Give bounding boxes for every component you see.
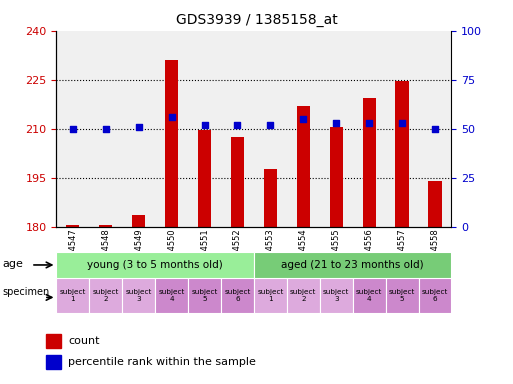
Bar (99, 225, 112, 227)
Bar (419, 278, 451, 313)
Bar (122, 278, 155, 313)
Text: subject
5: subject 5 (389, 289, 415, 302)
Bar (396, 81, 409, 227)
Text: subject
1: subject 1 (257, 289, 284, 302)
Bar (320, 278, 353, 313)
Bar (56, 278, 89, 313)
Text: subject
3: subject 3 (323, 289, 349, 302)
Point (365, 120, 373, 126)
Text: subject
3: subject 3 (126, 289, 152, 302)
Bar (188, 278, 221, 313)
Bar (330, 127, 343, 227)
Bar (221, 278, 254, 313)
Bar (264, 169, 277, 227)
Text: percentile rank within the sample: percentile rank within the sample (68, 357, 256, 367)
Point (431, 126, 439, 132)
Point (398, 120, 406, 126)
Text: subject
6: subject 6 (224, 289, 251, 302)
Point (332, 120, 340, 126)
Bar (198, 130, 211, 227)
Text: subject
5: subject 5 (191, 289, 218, 302)
Point (233, 122, 242, 128)
Text: young (3 to 5 months old): young (3 to 5 months old) (87, 260, 223, 270)
Text: subject
4: subject 4 (159, 289, 185, 302)
Text: subject
2: subject 2 (93, 289, 119, 302)
Text: specimen: specimen (3, 287, 50, 297)
Bar (254, 278, 287, 313)
Text: subject
4: subject 4 (356, 289, 382, 302)
Text: GDS3939 / 1385158_at: GDS3939 / 1385158_at (175, 13, 338, 27)
Point (266, 122, 274, 128)
Bar (155, 278, 188, 313)
Text: subject
2: subject 2 (290, 289, 317, 302)
Text: subject
1: subject 1 (60, 289, 86, 302)
Bar (56, 252, 254, 278)
Bar (46, 334, 62, 348)
Point (69, 126, 77, 132)
Point (134, 124, 143, 130)
Bar (66, 225, 80, 227)
Text: age: age (3, 258, 24, 269)
Bar (297, 106, 310, 227)
Bar (353, 278, 386, 313)
Point (168, 114, 176, 120)
Bar (428, 181, 442, 227)
Text: aged (21 to 23 months old): aged (21 to 23 months old) (281, 260, 424, 270)
Text: subject
6: subject 6 (422, 289, 448, 302)
Bar (254, 252, 451, 278)
Point (299, 116, 307, 122)
Bar (132, 215, 145, 227)
Bar (231, 137, 244, 227)
Bar (386, 278, 419, 313)
Bar (165, 60, 178, 227)
Bar (287, 278, 320, 313)
Point (102, 126, 110, 132)
Bar (363, 98, 376, 227)
Point (201, 122, 209, 128)
Text: count: count (68, 336, 100, 346)
Bar (46, 355, 62, 369)
Bar (89, 278, 122, 313)
